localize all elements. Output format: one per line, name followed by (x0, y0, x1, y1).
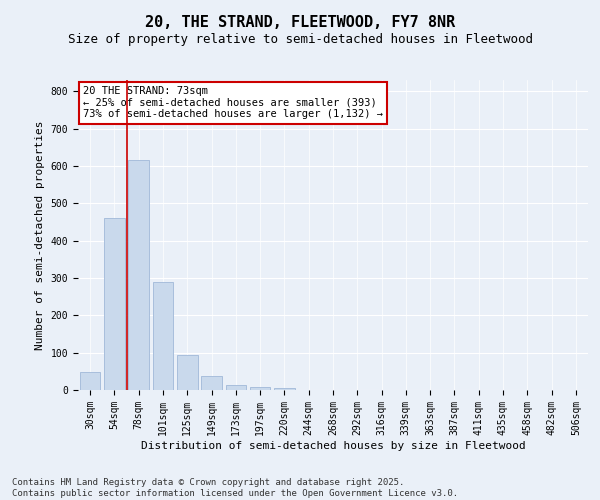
Bar (128, 160, 149, 390)
Bar (177, 356, 197, 390)
Bar (152, 282, 173, 390)
Text: 20, THE STRAND, FLEETWOOD, FY7 8NR: 20, THE STRAND, FLEETWOOD, FY7 8NR (145, 15, 455, 30)
X-axis label: Distribution of semi-detached houses by size in Fleetwood: Distribution of semi-detached houses by … (140, 440, 526, 450)
Bar (201, 376, 222, 390)
Bar (250, 387, 271, 390)
Text: 20 THE STRAND: 73sqm
← 25% of semi-detached houses are smaller (393)
73% of semi: 20 THE STRAND: 73sqm ← 25% of semi-detac… (83, 86, 383, 120)
Text: Contains HM Land Registry data © Crown copyright and database right 2025.
Contai: Contains HM Land Registry data © Crown c… (12, 478, 458, 498)
Y-axis label: Number of semi-detached properties: Number of semi-detached properties (35, 120, 45, 350)
Bar (104, 218, 125, 390)
Text: Size of property relative to semi-detached houses in Fleetwood: Size of property relative to semi-detach… (67, 32, 533, 46)
Bar (274, 388, 295, 390)
Bar (80, 372, 100, 390)
Bar (226, 385, 246, 390)
